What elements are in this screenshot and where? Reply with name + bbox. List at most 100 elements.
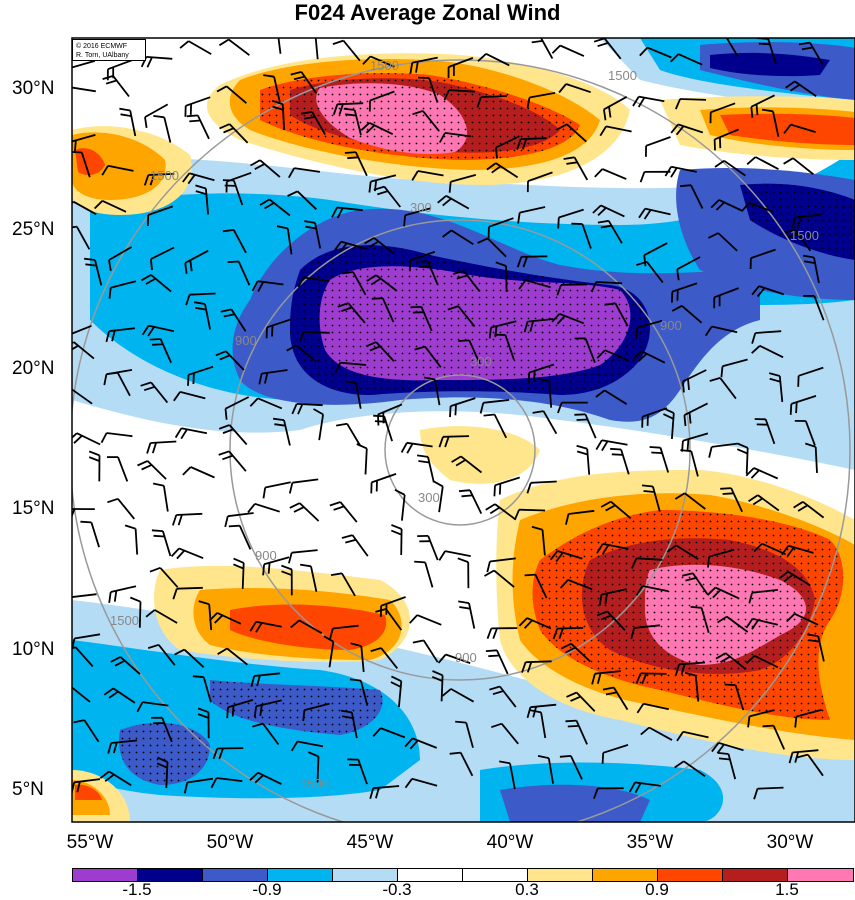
wind-barb: [574, 413, 597, 439]
wind-barb: [347, 758, 368, 785]
wind-barb: [208, 612, 242, 625]
wind-barb: [711, 741, 744, 754]
wind-barb: [281, 564, 293, 596]
wind-barb: [360, 121, 394, 136]
wind-barb: [290, 619, 323, 634]
wind-barb: [224, 396, 250, 420]
wind-barb: [537, 755, 554, 784]
wind-barb: [336, 422, 362, 447]
wind-barb: [768, 372, 784, 402]
wind-barb: [596, 349, 630, 362]
wind-barb: [289, 502, 320, 522]
wind-barb: [431, 670, 444, 702]
latitude-label: 5°N: [12, 779, 44, 800]
wind-barb: [486, 627, 518, 640]
wind-barb: [707, 548, 735, 568]
wind-barb: [298, 331, 330, 343]
wind-barb: [704, 325, 738, 337]
wind-barb: [518, 617, 552, 630]
wind-barb: [263, 74, 281, 103]
wind-barb: [173, 391, 206, 402]
wind-barb: [674, 492, 706, 510]
wind-barb: [576, 444, 591, 475]
wind-barb: [523, 318, 554, 333]
wind-barb: [593, 787, 624, 800]
wind-barb: [786, 612, 819, 626]
wind-barb: [220, 308, 247, 332]
wind-barb: [343, 107, 362, 136]
wind-barb: [141, 274, 172, 293]
map-title: F024 Average Zonal Wind: [294, 0, 561, 25]
wind-barb: [80, 520, 100, 548]
wind-barb: [448, 174, 477, 193]
wind-barb: [400, 441, 433, 454]
wind-barb: [218, 424, 248, 446]
wind-barb: [150, 246, 175, 271]
wind-barb: [250, 159, 281, 178]
wind-barb: [630, 624, 661, 639]
wind-barb: [486, 162, 519, 179]
wind-barb: [596, 610, 626, 631]
wind-barb: [233, 557, 245, 589]
wind-barb: [595, 389, 628, 405]
legend-swatch: [333, 869, 398, 881]
wind-barb: [453, 270, 481, 293]
wind-barb: [100, 432, 133, 444]
wind-barb: [598, 588, 627, 606]
wind-barb: [107, 497, 135, 520]
wind-barb: [72, 432, 101, 446]
wind-barb: [451, 455, 483, 474]
wind-barb: [247, 502, 280, 513]
wind-barb: [366, 274, 398, 292]
wind-barb: [639, 170, 671, 183]
wind-barb: [516, 255, 548, 268]
wind-barb: [187, 365, 214, 386]
wind-barb: [140, 381, 169, 404]
wind-barb: [193, 301, 211, 330]
wind-barb: [437, 653, 471, 664]
wind-barb: [375, 608, 403, 631]
wind-barb: [483, 413, 508, 439]
wind-barb: [720, 487, 743, 513]
wind-barb: [424, 376, 441, 406]
wind-barb: [476, 95, 507, 108]
wind-barb: [628, 781, 661, 794]
wind-barb: [530, 709, 547, 739]
wind-barb: [708, 442, 738, 458]
wind-barb: [249, 771, 282, 785]
wind-barb: [597, 219, 623, 244]
wind-barb: [690, 606, 710, 634]
wind-barb: [499, 760, 516, 790]
wind-barb: [559, 579, 593, 591]
wind-barb: [565, 719, 588, 745]
wind-barb: [345, 380, 362, 409]
wind-barb: [552, 626, 584, 640]
wind-barb: [258, 369, 288, 385]
wind-barb: [521, 660, 552, 673]
wind-barb: [370, 647, 399, 669]
wind-barb: [706, 586, 740, 600]
wind-barb: [192, 675, 212, 703]
wind-barb: [373, 185, 402, 208]
wind-barb: [409, 250, 436, 272]
wind-barb: [432, 480, 444, 513]
wind-barb: [212, 747, 244, 760]
latitude-label: 20°N: [12, 358, 55, 379]
wind-barb: [149, 338, 172, 364]
wind-barb: [558, 83, 591, 94]
wind-barb: [788, 749, 819, 764]
contour-label: 1500: [608, 68, 637, 83]
wind-barb: [93, 199, 127, 213]
wind-barb: [559, 755, 583, 780]
wind-barb: [152, 482, 169, 512]
wind-barb: [414, 345, 442, 368]
wind-barb: [332, 102, 364, 115]
wind-barb: [362, 55, 395, 68]
wind-barb: [409, 56, 438, 74]
wind-barb: [439, 132, 471, 143]
wind-barb: [632, 95, 665, 108]
wind-barb: [288, 478, 319, 494]
wind-barb: [334, 361, 367, 373]
wind-barb: [182, 466, 215, 479]
wind-barb: [250, 672, 281, 687]
